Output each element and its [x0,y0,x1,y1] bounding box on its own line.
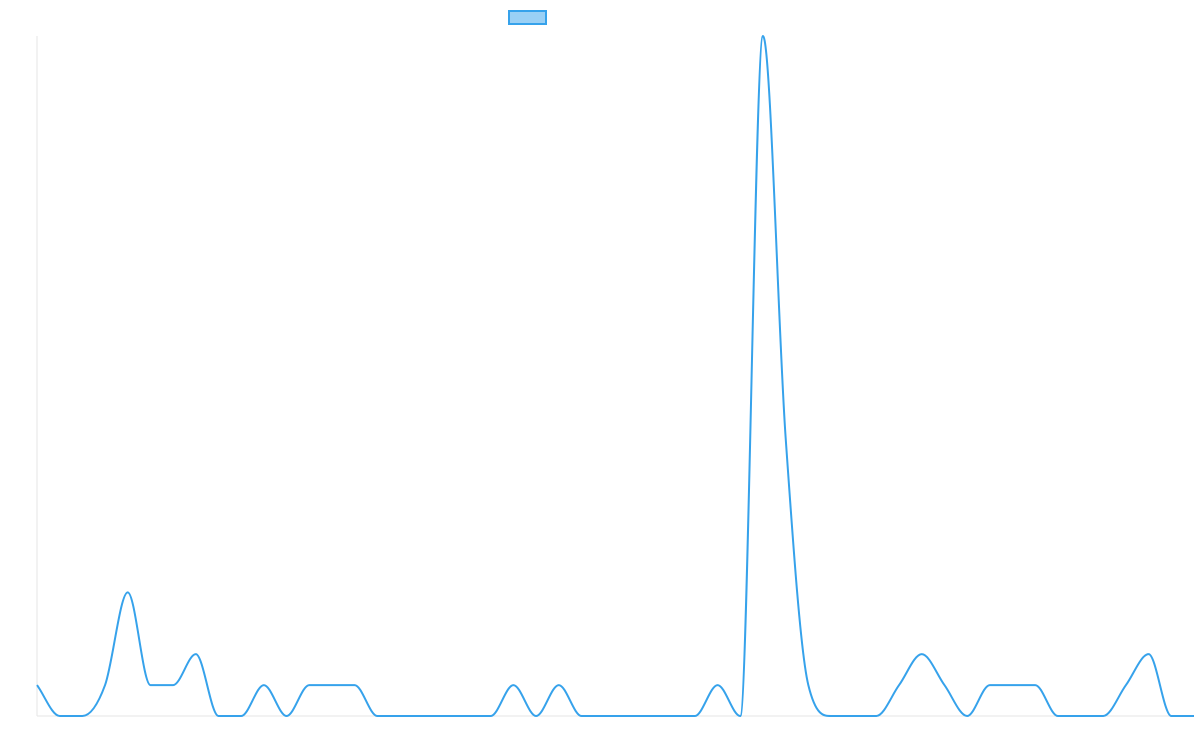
data-point[interactable] [556,682,562,688]
data-point[interactable] [783,435,789,441]
data-point[interactable] [510,682,516,688]
data-point[interactable] [737,713,743,719]
data-point[interactable] [79,713,85,719]
data-point[interactable] [1123,682,1129,688]
data-point[interactable] [601,713,607,719]
series-layer [34,33,1197,719]
data-point[interactable] [465,713,471,719]
data-point[interactable] [919,651,925,657]
data-point[interactable] [261,682,267,688]
data-point[interactable] [374,713,380,719]
data-point[interactable] [851,713,857,719]
data-point[interactable] [397,713,403,719]
data-point[interactable] [1100,713,1106,719]
data-point[interactable] [987,682,993,688]
data-point[interactable] [34,682,40,688]
data-point[interactable] [669,713,675,719]
data-point[interactable] [193,651,199,657]
data-point[interactable] [828,713,834,719]
chart-axes [36,36,1194,717]
data-point[interactable] [1168,713,1174,719]
data-point[interactable] [102,682,108,688]
data-point[interactable] [647,713,653,719]
data-point[interactable] [805,682,811,688]
data-point[interactable] [1010,682,1016,688]
data-point[interactable] [1191,713,1197,719]
data-point[interactable] [352,682,358,688]
data-point[interactable] [238,713,244,719]
data-point[interactable] [1078,713,1084,719]
data-point[interactable] [488,713,494,719]
data-point[interactable] [896,682,902,688]
data-point[interactable] [715,682,721,688]
data-point[interactable] [329,682,335,688]
data-point[interactable] [760,33,766,39]
data-point[interactable] [147,682,153,688]
data-point[interactable] [57,713,63,719]
data-point[interactable] [306,682,312,688]
data-point[interactable] [125,589,131,595]
data-point[interactable] [1032,682,1038,688]
data-point[interactable] [442,713,448,719]
data-point[interactable] [964,713,970,719]
data-point[interactable] [284,713,290,719]
data-point[interactable] [1055,713,1061,719]
data-point[interactable] [578,713,584,719]
data-point[interactable] [873,713,879,719]
data-point[interactable] [624,713,630,719]
data-point[interactable] [533,713,539,719]
series-line-0 [36,35,1194,717]
data-point[interactable] [941,682,947,688]
legend-swatch[interactable] [508,10,547,25]
data-point[interactable] [215,713,221,719]
data-point[interactable] [1146,651,1152,657]
data-point[interactable] [170,682,176,688]
data-point[interactable] [692,713,698,719]
data-point[interactable] [420,713,426,719]
